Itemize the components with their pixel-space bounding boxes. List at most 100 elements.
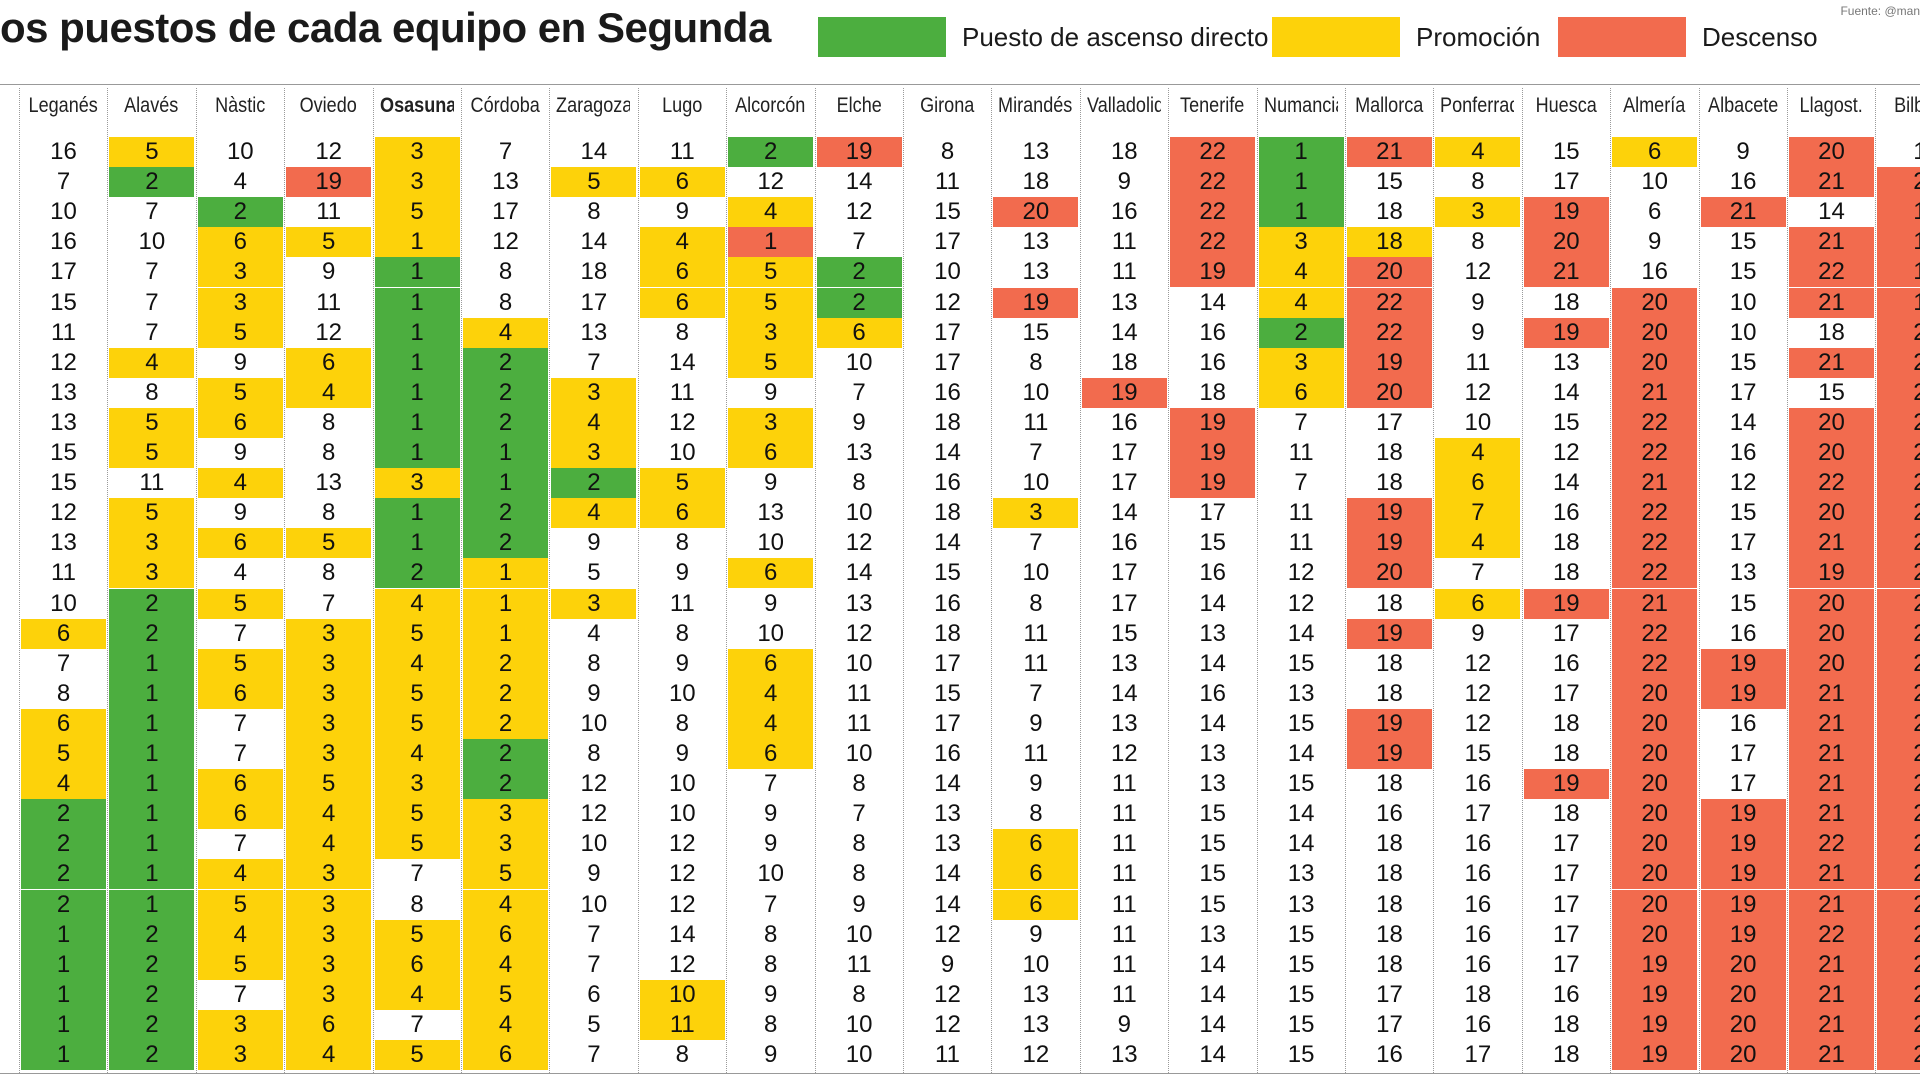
position-cell: 2 bbox=[109, 949, 195, 980]
position-cell: 9 bbox=[1700, 137, 1786, 167]
position-cell: 11 bbox=[21, 317, 106, 348]
position-cell: 2 bbox=[463, 708, 548, 739]
position-cell: 16 bbox=[905, 739, 990, 769]
position-cell: 16 bbox=[905, 588, 990, 619]
position-cell: 12 bbox=[286, 317, 372, 348]
position-cell: 15 bbox=[1700, 498, 1786, 529]
position-cell: 19 bbox=[1170, 468, 1256, 499]
position-cell: 16 bbox=[1170, 347, 1256, 378]
column-separator bbox=[372, 88, 374, 1073]
position-cell: 10 bbox=[639, 979, 725, 1010]
column-header: Leganés bbox=[28, 94, 98, 117]
position-cell: 9 bbox=[639, 558, 725, 589]
position-cell: 12 bbox=[551, 799, 637, 830]
column-separator bbox=[814, 88, 816, 1073]
position-cell: 13 bbox=[21, 377, 106, 408]
legend-item-playoff: Promoción bbox=[1272, 15, 1540, 59]
position-cell: 18 bbox=[1523, 799, 1609, 830]
position-cell: 13 bbox=[993, 137, 1079, 167]
position-cell: 10 bbox=[21, 197, 106, 228]
position-cell: 10 bbox=[816, 1040, 902, 1070]
position-cell: 21 bbox=[1789, 167, 1874, 198]
position-cell: 6 bbox=[993, 829, 1079, 860]
position-cell: 8 bbox=[905, 137, 990, 167]
position-cell: 18 bbox=[993, 167, 1079, 198]
position-cell: 1 bbox=[109, 769, 195, 800]
position-cell: 6 bbox=[639, 257, 725, 288]
position-cell: 17 bbox=[1523, 167, 1609, 198]
position-cell: 7 bbox=[1435, 498, 1521, 529]
position-cell: 8 bbox=[728, 919, 814, 950]
position-cell: 6 bbox=[1435, 468, 1521, 499]
position-cell: 2 bbox=[463, 739, 548, 769]
position-cell: 9 bbox=[551, 859, 637, 890]
position-cell: 2 bbox=[1877, 498, 1920, 529]
column-header: Córdoba bbox=[470, 94, 540, 117]
position-cell: 16 bbox=[1170, 558, 1256, 589]
position-cell: 19 bbox=[1700, 829, 1786, 860]
position-cell: 5 bbox=[374, 678, 460, 709]
position-cell: 2 bbox=[1877, 1009, 1920, 1040]
position-cell: 20 bbox=[1347, 377, 1432, 408]
position-cell: 9 bbox=[1612, 227, 1698, 258]
position-cell: 10 bbox=[905, 257, 990, 288]
position-cell: 2 bbox=[1877, 949, 1920, 980]
position-cell: 7 bbox=[993, 678, 1079, 709]
position-cell: 18 bbox=[1347, 889, 1432, 920]
position-cell: 3 bbox=[551, 588, 637, 619]
position-cell: 21 bbox=[1523, 257, 1609, 288]
position-cell: 4 bbox=[374, 588, 460, 619]
position-cell: 11 bbox=[21, 558, 106, 589]
position-cell: 2 bbox=[109, 1009, 195, 1040]
position-cell: 9 bbox=[728, 979, 814, 1010]
row-label bbox=[0, 649, 8, 679]
position-cell: 18 bbox=[905, 618, 990, 649]
position-cell: 22 bbox=[1170, 167, 1256, 198]
column-separator bbox=[1698, 88, 1700, 1073]
position-cell: 7 bbox=[728, 769, 814, 800]
position-cell: 20 bbox=[1612, 317, 1698, 348]
position-cell: 11 bbox=[1081, 889, 1167, 920]
position-cell: 8 bbox=[993, 799, 1079, 830]
position-cell: 18 bbox=[1347, 197, 1432, 228]
position-cell: 22 bbox=[1612, 498, 1698, 529]
position-cell: 15 bbox=[1700, 227, 1786, 258]
position-cell: 2 bbox=[1877, 979, 1920, 1010]
column-separator bbox=[107, 88, 109, 1073]
position-cell: 21 bbox=[1789, 859, 1874, 890]
position-cell: 10 bbox=[816, 347, 902, 378]
position-cell: 9 bbox=[197, 438, 283, 468]
position-cell: 20 bbox=[1789, 438, 1874, 468]
position-cell: 5 bbox=[551, 1009, 637, 1040]
position-cell: 4 bbox=[551, 618, 637, 649]
position-cell: 21 bbox=[1789, 1040, 1874, 1070]
position-cell: 7 bbox=[197, 739, 283, 769]
legend-item-direct: Puesto de ascenso directo bbox=[818, 15, 1268, 59]
row-label bbox=[0, 288, 8, 318]
position-cell: 14 bbox=[1170, 648, 1256, 679]
position-cell: 19 bbox=[1789, 558, 1874, 589]
position-cell: 10 bbox=[551, 889, 637, 920]
position-cell: 5 bbox=[286, 528, 372, 559]
position-cell: 22 bbox=[1612, 407, 1698, 438]
column-separator bbox=[1787, 88, 1788, 1073]
position-cell: 8 bbox=[993, 347, 1079, 378]
position-cell: 12 bbox=[1435, 377, 1521, 408]
position-cell: 11 bbox=[1081, 979, 1167, 1010]
column-separator bbox=[991, 88, 993, 1073]
position-cell: 12 bbox=[728, 167, 814, 198]
position-cell: 11 bbox=[1081, 949, 1167, 980]
position-cell: 3 bbox=[197, 287, 283, 318]
position-cell: 3 bbox=[197, 1040, 283, 1070]
position-cell: 5 bbox=[374, 829, 460, 860]
legend-label-playoff: Promoción bbox=[1416, 21, 1541, 52]
row-label bbox=[0, 348, 8, 378]
position-cell: 22 bbox=[1789, 919, 1874, 950]
position-cell: 10 bbox=[21, 588, 106, 619]
position-cell: 10 bbox=[1435, 407, 1521, 438]
position-cell: 18 bbox=[1523, 1009, 1609, 1040]
position-cell: 10 bbox=[816, 648, 902, 679]
position-cell: 20 bbox=[1612, 287, 1698, 318]
position-cell: 11 bbox=[1081, 919, 1167, 950]
position-cell: 4 bbox=[197, 859, 283, 890]
